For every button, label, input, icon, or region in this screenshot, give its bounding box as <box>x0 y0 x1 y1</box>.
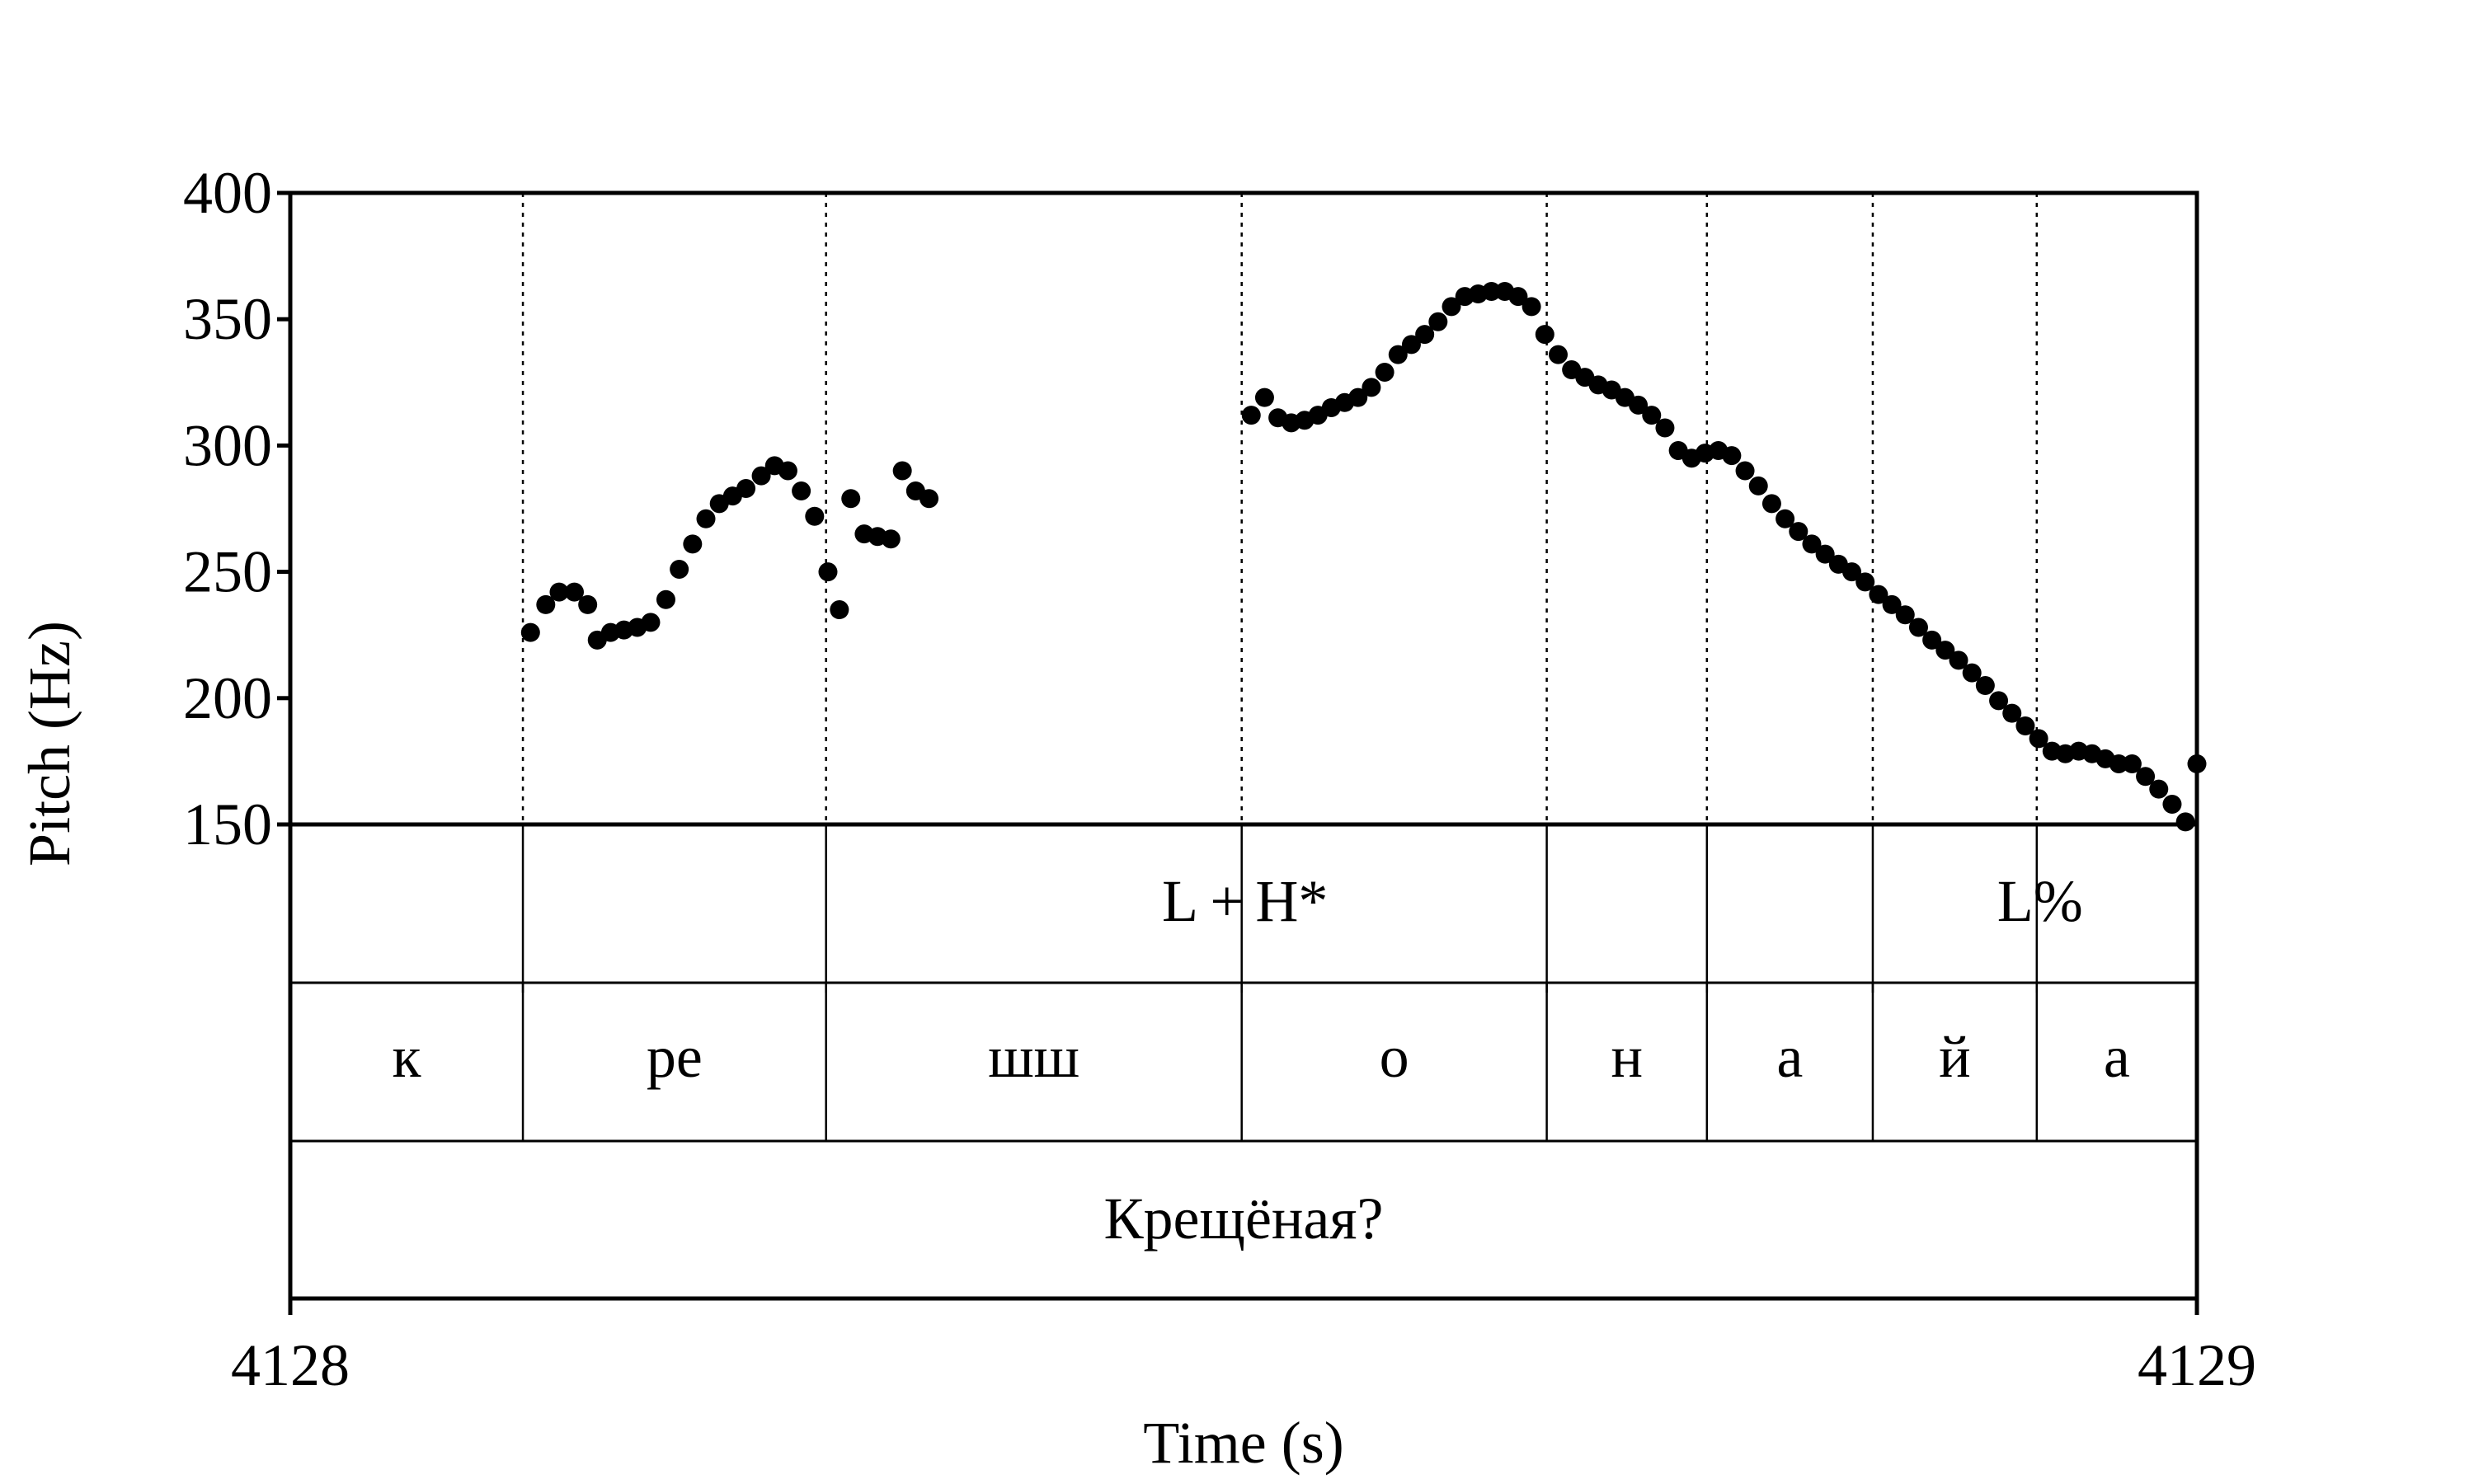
pitch-point <box>1522 297 1541 317</box>
pitch-point <box>520 622 540 642</box>
pitch-point <box>1789 522 1808 542</box>
pitch-point <box>1348 387 1368 407</box>
pitch-point <box>841 489 861 509</box>
segment-label: к <box>393 1024 422 1090</box>
pitch-point <box>1548 345 1568 364</box>
pitch-point <box>751 466 771 486</box>
pitch-point <box>830 600 849 620</box>
y-tick-label: 150 <box>183 791 272 857</box>
pitch-point <box>1508 287 1528 307</box>
pitch-point <box>881 529 901 549</box>
pitch-point <box>1842 562 1862 582</box>
pitch-point <box>1856 572 1875 592</box>
pitch-point <box>2175 812 2195 832</box>
segment-label: н <box>1611 1024 1643 1090</box>
pitch-point <box>549 582 569 602</box>
pitch-point <box>2187 754 2207 773</box>
plot-frames <box>288 190 2199 1301</box>
pitch-point <box>736 478 756 498</box>
y-tick-label: 250 <box>183 539 272 605</box>
pitch-point <box>2162 794 2182 814</box>
pitch-point <box>1949 650 1968 670</box>
pitch-point <box>1802 534 1822 554</box>
segment-label: шш <box>988 1024 1079 1090</box>
pitch-point <box>1362 378 1381 397</box>
pitch-point <box>1241 406 1261 425</box>
pitch-point <box>1776 509 1795 528</box>
pitch-point <box>2029 729 2048 749</box>
pitch-point <box>670 560 689 580</box>
annotation-tiers: L + H* L% к ре шш о н а й а Крещёная? <box>393 868 2130 1252</box>
pitch-point <box>2136 767 2156 787</box>
pitch-point <box>578 594 598 614</box>
pitch-points <box>520 281 2207 832</box>
y-axis-ticks: 150 200 250 300 350 400 <box>183 160 290 857</box>
segment-label: ре <box>647 1024 703 1090</box>
segment-label: о <box>1380 1024 1409 1090</box>
pitch-point <box>641 613 661 632</box>
pitch-point <box>1748 476 1768 495</box>
pitch-point <box>1735 461 1755 481</box>
segment-label: а <box>1776 1024 1803 1090</box>
pitch-point <box>892 461 912 481</box>
pitch-point <box>805 506 825 526</box>
segment-label: а <box>2104 1024 2130 1090</box>
pitch-point <box>1935 641 1955 660</box>
pitch-panel-frame <box>288 190 2199 827</box>
pitch-point <box>1722 446 1742 466</box>
pitch-point <box>1908 618 1928 637</box>
pitch-point <box>564 582 584 602</box>
pitch-point <box>792 481 811 501</box>
pitch-point <box>778 461 797 481</box>
y-tick-label: 400 <box>183 160 272 226</box>
x-axis-ticks: 4128 4129 <box>231 1298 2256 1398</box>
pitch-point <box>536 594 556 614</box>
x-tick-label: 4128 <box>231 1332 350 1398</box>
word-label: Крещёная? <box>1104 1186 1384 1252</box>
segment-label: й <box>1939 1024 1971 1090</box>
tone-label: L + H* <box>1162 868 1328 934</box>
y-tick-label: 300 <box>183 412 272 478</box>
pitch-point <box>1975 675 1995 695</box>
pitch-point <box>1655 418 1675 438</box>
y-tick-label: 350 <box>183 286 272 352</box>
pitch-point <box>1815 544 1835 564</box>
pitch-point <box>2015 716 2035 736</box>
pitch-point <box>1989 691 2009 711</box>
pitch-point <box>1401 335 1421 355</box>
pitch-point <box>2002 703 2022 723</box>
pitch-point <box>1388 345 1408 364</box>
x-tick-label: 4129 <box>2138 1332 2256 1398</box>
pitch-point <box>1962 663 1982 683</box>
pitch-point <box>920 489 939 509</box>
pitch-point <box>2122 754 2142 773</box>
pitch-point <box>1442 297 1461 317</box>
pitch-point <box>1482 281 1502 301</box>
pitch-point <box>696 509 716 528</box>
pitch-point <box>1882 594 1902 614</box>
pitch-point <box>1642 406 1662 425</box>
pitch-point <box>1535 325 1554 345</box>
segment-boundaries <box>521 193 2039 1141</box>
pitch-point <box>1629 395 1649 415</box>
pitch-point <box>2109 754 2128 773</box>
pitch-point <box>818 562 838 582</box>
x-axis-label: Time (s) <box>1143 1410 1343 1476</box>
pitch-point <box>1922 630 1942 650</box>
pitch-point <box>1254 387 1274 407</box>
pitch-point <box>1428 312 1448 331</box>
pitch-point <box>1415 325 1435 345</box>
pitch-point <box>1375 363 1395 383</box>
pitch-point <box>656 589 675 609</box>
tier-panel-frame <box>288 822 2199 1301</box>
pitch-point <box>1869 585 1888 604</box>
pitch-point <box>683 534 703 554</box>
y-axis-label: Pitch (Hz) <box>16 621 82 866</box>
pitch-point <box>2149 779 2169 799</box>
tone-label: L% <box>1997 868 2083 934</box>
pitch-point <box>1761 494 1781 514</box>
y-tick-label: 200 <box>183 665 272 731</box>
pitch-point <box>1895 605 1915 625</box>
